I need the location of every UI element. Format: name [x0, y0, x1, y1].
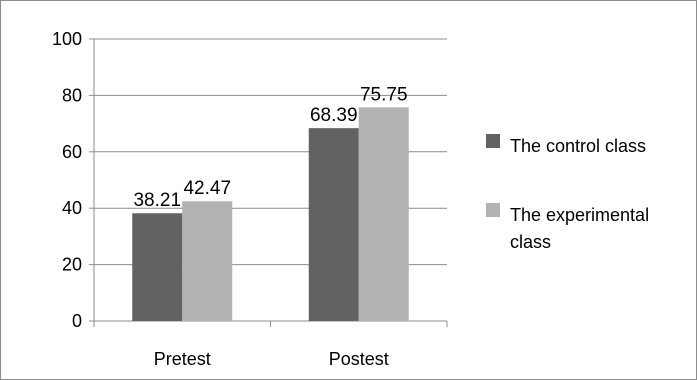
y-tick-label: 20	[62, 255, 82, 275]
data-label: 38.21	[133, 190, 181, 211]
y-tick-label: 0	[72, 311, 82, 331]
category-labels: Pretest Postest	[154, 349, 389, 369]
data-label: 75.75	[360, 84, 408, 105]
y-tick-label: 80	[62, 85, 82, 105]
bar-pretest-series-2	[182, 201, 233, 321]
y-tick-labels: 0 20 40 60 80 100	[52, 29, 82, 331]
bar-postest-series-2	[358, 107, 409, 321]
bars	[132, 107, 409, 321]
y-tick-label: 40	[62, 198, 82, 218]
legend: The control class The experimental class	[486, 134, 649, 252]
bar-pretest-series-1	[132, 213, 183, 321]
data-label: 68.39	[310, 105, 358, 126]
legend-label: The experimental	[510, 205, 649, 225]
legend-swatch	[486, 134, 500, 148]
category-label: Pretest	[154, 349, 211, 369]
y-tick-label: 100	[52, 29, 82, 49]
legend-label: class	[510, 232, 551, 252]
data-label: 42.47	[183, 178, 231, 199]
y-tick-label: 60	[62, 142, 82, 162]
legend-swatch	[486, 203, 500, 217]
bar-postest-series-1	[308, 128, 359, 321]
legend-label: The control class	[510, 136, 646, 156]
category-label: Postest	[329, 349, 389, 369]
